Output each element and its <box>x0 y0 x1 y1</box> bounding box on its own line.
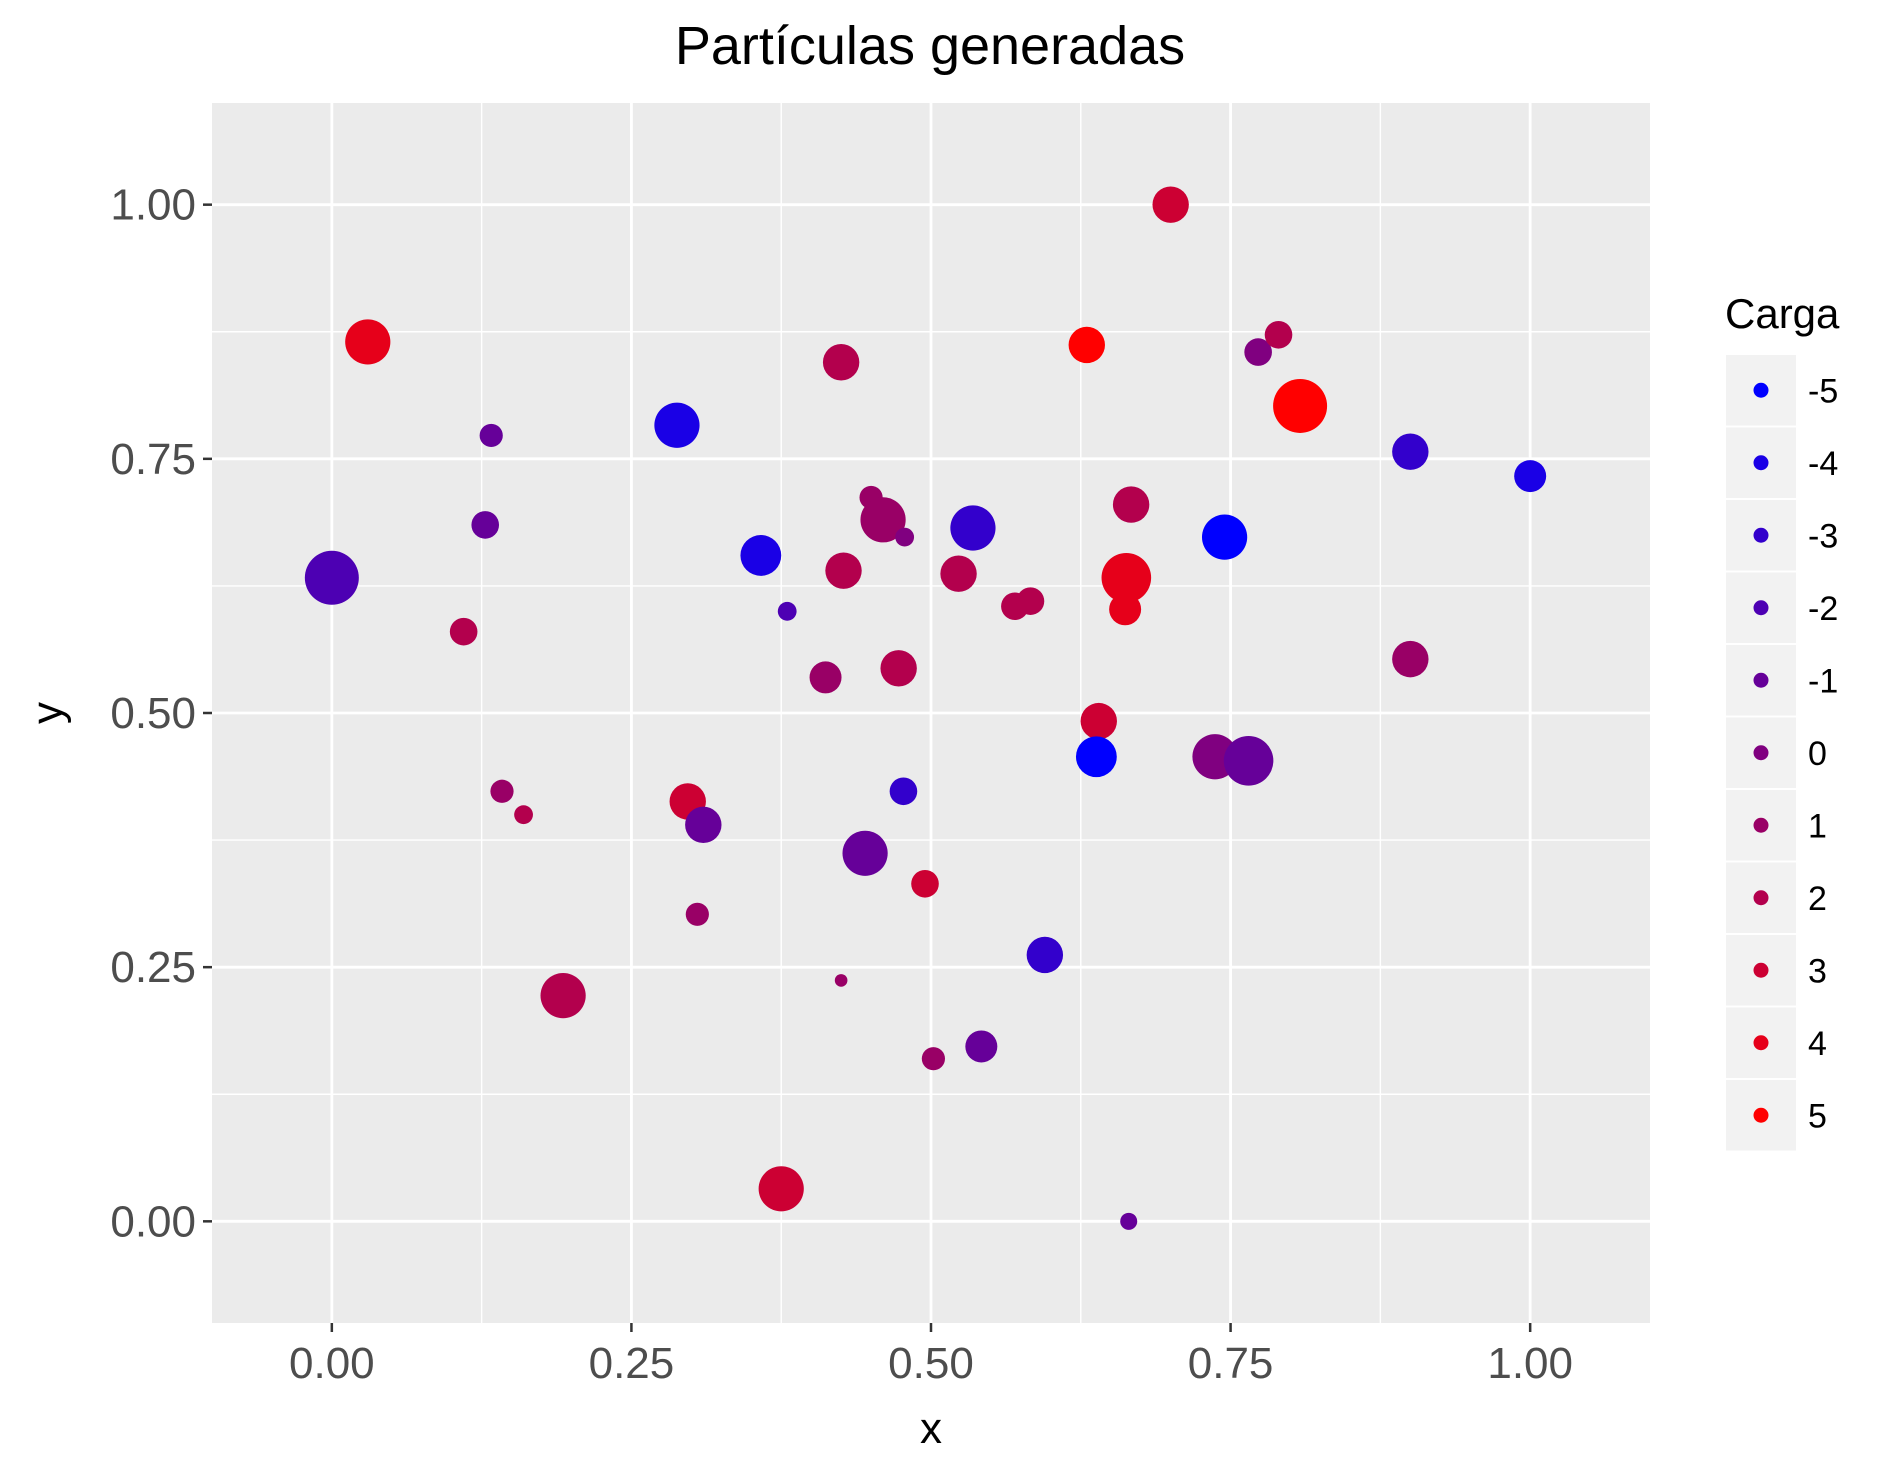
y-tick-label: 1.00 <box>110 181 196 230</box>
data-point <box>1201 514 1248 560</box>
data-point <box>834 974 848 987</box>
data-point <box>842 830 888 876</box>
legend-label: 3 <box>1808 952 1827 990</box>
legend-key-dot <box>1753 600 1769 616</box>
data-point <box>471 511 500 539</box>
data-point <box>479 423 503 448</box>
data-point <box>911 870 939 898</box>
y-axis: 0.00 0.25 0.50 0.75 1.00 <box>110 181 212 1246</box>
data-point <box>490 779 514 803</box>
data-point <box>1075 736 1117 778</box>
data-point <box>860 497 906 543</box>
data-point <box>540 973 586 1019</box>
x-tick-label: 0.00 <box>289 1339 375 1388</box>
data-point <box>895 527 915 547</box>
data-point <box>1026 936 1064 974</box>
data-point <box>740 535 782 576</box>
data-point <box>1152 186 1189 223</box>
chart-title: Partículas generadas <box>675 16 1185 76</box>
data-point <box>825 552 862 589</box>
data-point <box>304 550 359 605</box>
x-axis: 0.00 0.25 0.50 0.75 1.00 <box>289 1323 1573 1388</box>
legend-label: 5 <box>1808 1097 1827 1135</box>
x-tick-label: 1.00 <box>1487 1339 1573 1388</box>
data-point <box>809 661 842 694</box>
legend-label: -5 <box>1808 372 1838 410</box>
y-tick-label: 0.75 <box>110 435 196 484</box>
data-point <box>880 650 917 687</box>
data-point <box>758 1166 804 1212</box>
legend-keys: -5 -4 -3 -2 -1 0 1 2 3 4 5 <box>1726 355 1838 1151</box>
data-point <box>889 777 918 806</box>
data-point <box>1273 378 1328 433</box>
legend-key-dot <box>1753 1107 1769 1123</box>
data-point <box>685 902 709 926</box>
legend-label: -1 <box>1808 662 1838 700</box>
data-point <box>777 601 797 621</box>
legend: Carga -5 -4 -3 -2 -1 0 1 2 3 4 5 <box>1725 290 1840 1151</box>
legend-title: Carga <box>1725 290 1840 337</box>
data-point <box>1112 486 1150 523</box>
legend-key-dot <box>1753 962 1769 978</box>
data-point <box>921 1047 945 1071</box>
data-point <box>449 617 478 646</box>
data-point <box>345 319 391 365</box>
legend-label: 2 <box>1808 880 1827 918</box>
legend-label: -2 <box>1808 590 1838 628</box>
data-point <box>1244 338 1272 366</box>
data-point <box>685 806 722 844</box>
legend-key-dot <box>1753 817 1769 833</box>
data-point <box>1514 460 1547 493</box>
legend-label: 4 <box>1808 1025 1827 1063</box>
legend-key-dot <box>1753 455 1769 471</box>
data-point <box>1068 326 1105 364</box>
legend-key-dot <box>1753 382 1769 398</box>
legend-label: -4 <box>1808 445 1838 483</box>
data-point <box>1223 735 1274 786</box>
data-point <box>965 1030 998 1063</box>
y-tick-label: 0.00 <box>110 1197 196 1246</box>
legend-key-dot <box>1753 527 1769 543</box>
data-point <box>1392 433 1429 470</box>
legend-key-dot <box>1753 745 1769 761</box>
data-points <box>304 186 1547 1230</box>
legend-label: 1 <box>1808 807 1827 845</box>
data-point <box>1109 593 1142 626</box>
legend-key-dot <box>1753 1035 1769 1051</box>
data-point <box>950 505 996 551</box>
data-point <box>1120 1212 1138 1230</box>
legend-key-dot <box>1753 672 1769 688</box>
data-point <box>654 402 700 448</box>
data-point <box>822 344 860 381</box>
data-point <box>940 555 977 592</box>
data-point <box>1080 702 1117 740</box>
y-tick-label: 0.50 <box>110 689 196 738</box>
data-point <box>514 805 533 825</box>
legend-key-dot <box>1753 890 1769 906</box>
data-point <box>1101 552 1152 603</box>
legend-label: -3 <box>1808 517 1838 555</box>
data-point <box>1264 321 1293 349</box>
data-point <box>1392 640 1429 678</box>
legend-label: 0 <box>1808 735 1827 773</box>
x-tick-label: 0.25 <box>589 1339 675 1388</box>
y-axis-title: y <box>23 702 72 724</box>
x-tick-label: 0.50 <box>888 1339 974 1388</box>
data-point <box>1016 587 1045 615</box>
y-tick-label: 0.25 <box>110 943 196 992</box>
grid-lines <box>212 103 1650 1323</box>
x-tick-label: 0.75 <box>1188 1339 1274 1388</box>
x-axis-title: x <box>920 1404 942 1453</box>
